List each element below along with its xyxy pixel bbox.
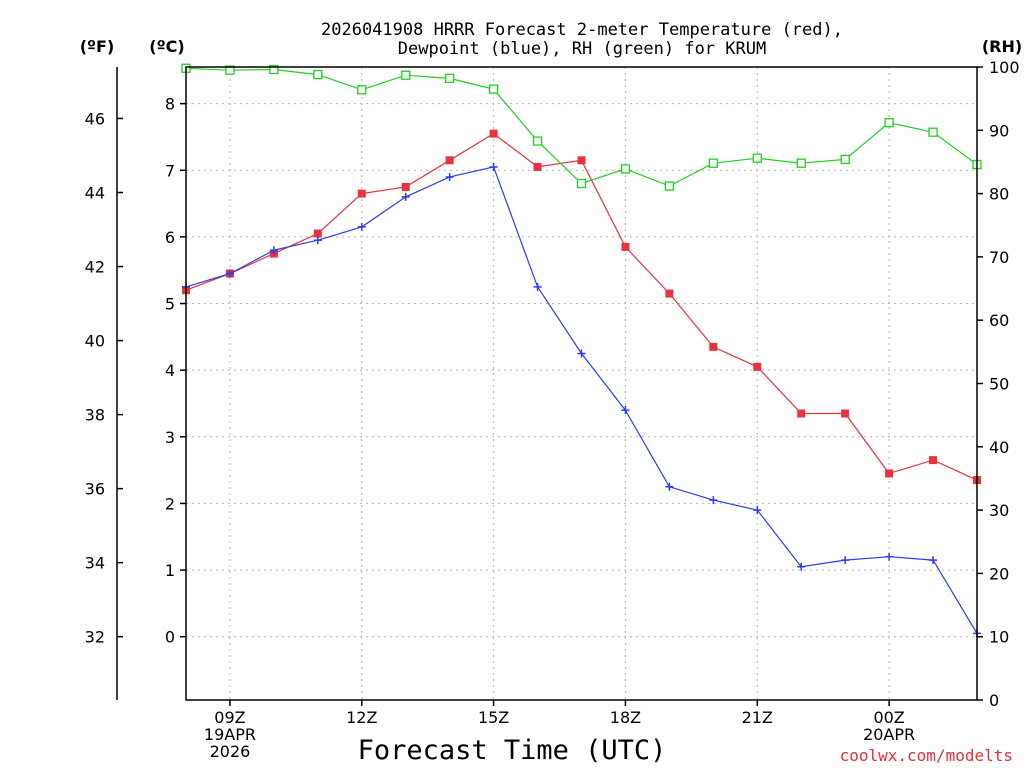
temperature-point — [885, 469, 894, 478]
x-tick-label: 18Z — [610, 708, 641, 727]
rh-point — [313, 69, 323, 80]
temperature-point — [709, 342, 718, 351]
dewpoint-point — [797, 562, 806, 571]
dewpoint-point — [269, 246, 278, 255]
fahrenheit-unit-label: (ºF) — [80, 37, 115, 56]
rh-point — [928, 127, 938, 137]
rh-tick-label: 50 — [989, 375, 1009, 394]
celsius-tick-label: 7 — [165, 161, 175, 180]
dewpoint-point — [577, 349, 586, 358]
chart-title-line-2: Dewpoint (blue), RH (green) for KRUM — [398, 39, 766, 59]
rh-point — [752, 153, 762, 163]
x-tick-label: 12Z — [346, 708, 377, 727]
x-tick-label: 15Z — [478, 708, 509, 727]
temperature-point — [929, 456, 938, 465]
rh-point — [840, 154, 850, 165]
celsius-unit-label: (ºC) — [149, 37, 184, 56]
dewpoint-point — [665, 482, 674, 491]
rh-point — [445, 73, 455, 84]
temperature-point — [841, 409, 850, 418]
x-tick-label: 2026 — [210, 742, 251, 761]
x-tick-label: 21Z — [742, 708, 773, 727]
celsius-tick-label: 3 — [165, 428, 175, 447]
temperature-point — [489, 129, 498, 138]
rh-point — [796, 158, 806, 168]
rh-point — [664, 181, 675, 191]
rh-point — [357, 85, 367, 95]
dewpoint-point — [533, 282, 542, 291]
dewpoint-point — [709, 496, 718, 505]
rh-tick-label: 40 — [989, 438, 1009, 457]
fahrenheit-tick-label: 44 — [85, 183, 105, 202]
rh-point — [401, 70, 411, 80]
rh-line — [185, 67, 978, 187]
x-tick-label: 00Z — [873, 708, 904, 727]
plot-frame — [185, 66, 978, 701]
temperature-point — [533, 162, 542, 171]
dewpoint-point — [885, 552, 894, 561]
celsius-tick-label: 6 — [165, 228, 175, 247]
dewpoint-point — [401, 192, 410, 201]
temperature-point — [313, 229, 322, 238]
x-tick-label: 20APR — [863, 725, 915, 744]
rh-point — [488, 84, 499, 94]
temperature-point — [621, 242, 630, 251]
rh-point — [884, 118, 894, 128]
temperature-point — [753, 362, 762, 371]
dewpoint-point — [313, 236, 322, 245]
temperature-point — [665, 289, 674, 298]
dewpoint-point — [357, 222, 366, 231]
dewpoint-point — [445, 172, 454, 181]
rh-tick-label: 90 — [989, 121, 1009, 140]
rh-unit-label: (RH) — [982, 37, 1022, 56]
rh-point — [225, 65, 235, 75]
celsius-tick-label: 2 — [165, 494, 175, 513]
x-tick-label: 09Z — [214, 708, 245, 727]
temperature-point — [357, 189, 366, 198]
temperature-point — [797, 409, 806, 418]
rh-tick-label: 70 — [989, 248, 1009, 267]
credit-text: coolwx.com/modelts — [840, 746, 1013, 765]
fahrenheit-tick-label: 42 — [85, 258, 105, 277]
rh-point — [620, 164, 631, 174]
rh-tick-label: 0 — [989, 691, 999, 710]
rh-point — [576, 178, 587, 189]
dewpoint-point — [753, 506, 762, 515]
rh-point — [269, 64, 279, 75]
dewpoint-point — [225, 269, 234, 278]
fahrenheit-tick-label: 46 — [85, 109, 105, 128]
celsius-tick-label: 5 — [165, 295, 175, 314]
celsius-tick-label: 0 — [165, 628, 175, 647]
rh-tick-label: 80 — [989, 185, 1009, 204]
celsius-tick-label: 4 — [165, 361, 175, 380]
celsius-tick-label: 8 — [165, 95, 175, 114]
temperature-point — [445, 156, 454, 165]
dewpoint-point — [929, 556, 938, 565]
fahrenheit-tick-label: 34 — [85, 554, 105, 573]
dewpoint-point — [621, 406, 630, 415]
rh-tick-label: 10 — [989, 628, 1009, 647]
fahrenheit-tick-label: 38 — [85, 406, 105, 425]
dewpoint-point — [489, 162, 498, 171]
chart-title-line-1: 2026041908 HRRR Forecast 2-meter Tempera… — [321, 20, 843, 40]
celsius-tick-label: 1 — [165, 561, 175, 580]
rh-tick-label: 30 — [989, 501, 1009, 520]
rh-tick-label: 20 — [989, 564, 1009, 583]
fahrenheit-tick-label: 40 — [85, 332, 105, 351]
x-tick-label: 19APR — [204, 725, 256, 744]
x-axis-label: Forecast Time (UTC) — [358, 735, 667, 766]
rh-tick-label: 60 — [989, 311, 1009, 330]
rh-tick-label: 100 — [989, 58, 1020, 77]
dewpoint-point — [841, 556, 850, 565]
fahrenheit-tick-label: 32 — [85, 628, 105, 647]
temperature-point — [401, 182, 410, 191]
rh-point — [708, 158, 718, 168]
temperature-point — [577, 156, 586, 165]
data-series — [181, 63, 982, 638]
rh-point — [532, 136, 543, 146]
fahrenheit-tick-label: 36 — [85, 480, 105, 499]
